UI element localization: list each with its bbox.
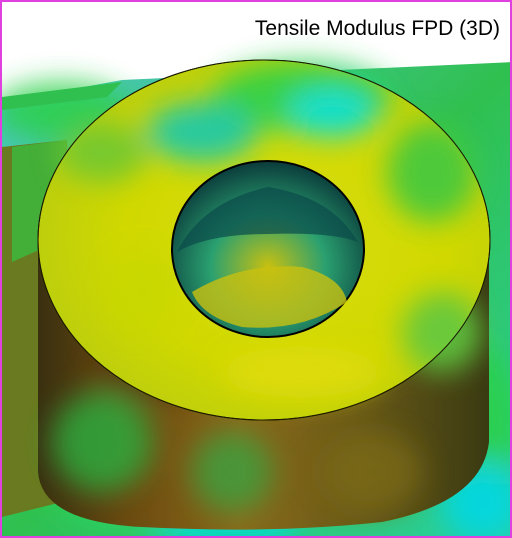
boss-top-contours (57, 62, 482, 397)
viewer-title: Tensile Modulus FPD (3D) (254, 17, 500, 40)
